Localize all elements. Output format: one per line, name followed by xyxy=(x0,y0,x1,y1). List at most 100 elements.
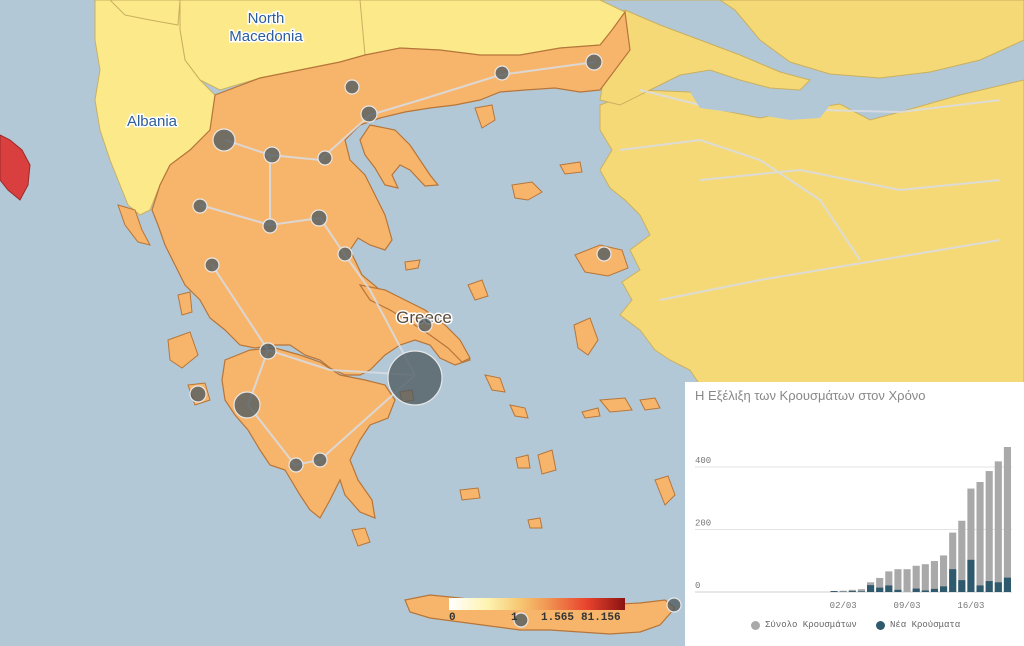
bar-total-cases[interactable] xyxy=(930,561,938,592)
legend-new-dot xyxy=(876,620,885,630)
island-paros xyxy=(515,454,531,469)
bar-new-cases[interactable] xyxy=(867,585,875,592)
region-peloponnese xyxy=(221,347,396,519)
island-corfu xyxy=(117,204,151,246)
label-north-macedonia-line1: North xyxy=(248,10,285,27)
bubble-preveza[interactable] xyxy=(204,257,220,273)
bar-new-cases[interactable] xyxy=(885,585,893,592)
bar-new-cases[interactable] xyxy=(857,591,865,592)
bar-total-cases[interactable] xyxy=(940,555,948,592)
color-scale-legend: 0 1 1.565 81.156 xyxy=(449,598,627,628)
region-greece-mainland xyxy=(151,10,631,376)
bar-new-cases[interactable] xyxy=(967,559,975,592)
bubble-larisa[interactable] xyxy=(310,209,328,227)
bar-total-cases[interactable] xyxy=(994,461,1002,592)
bar-total-cases[interactable] xyxy=(921,564,929,592)
bar-new-cases[interactable] xyxy=(994,582,1002,592)
bar-total-cases[interactable] xyxy=(894,569,902,592)
legend-tick-1: 1 xyxy=(511,612,518,624)
bubble-laconia[interactable] xyxy=(312,452,328,468)
legend-new-cases[interactable]: Νέα Κρούσματα xyxy=(876,620,960,630)
y-tick-label: 400 xyxy=(695,456,711,466)
bar-total-cases[interactable] xyxy=(885,571,893,592)
bar-total-cases[interactable] xyxy=(985,471,993,592)
bar-total-cases[interactable] xyxy=(848,589,856,592)
legend-tick-2: 1.565 xyxy=(541,612,575,624)
bubble-pieria[interactable] xyxy=(317,150,333,166)
island-naxos xyxy=(537,449,557,475)
bubble-thessaloniki[interactable] xyxy=(360,105,378,123)
bar-new-cases[interactable] xyxy=(985,581,993,592)
island-tinos xyxy=(509,404,529,419)
bar-new-cases[interactable] xyxy=(1003,577,1011,592)
bar-new-cases[interactable] xyxy=(949,569,957,592)
region-anatolia xyxy=(599,79,1024,386)
bar-total-cases[interactable] xyxy=(1003,447,1011,592)
island-andros xyxy=(484,374,506,393)
bubble-zakynthos[interactable] xyxy=(189,385,207,403)
legend-total-cases[interactable]: Σύνολο Κρουσμάτων xyxy=(751,620,857,630)
region-chalkidiki xyxy=(359,124,440,189)
bubble-kozani[interactable] xyxy=(263,146,281,164)
legend-total-dot xyxy=(751,620,760,630)
color-scale-bar xyxy=(449,598,625,610)
bar-total-cases[interactable] xyxy=(857,589,865,592)
bar-new-cases[interactable] xyxy=(894,589,902,592)
bar-new-cases[interactable] xyxy=(940,586,948,592)
bubble-ioannina[interactable] xyxy=(192,198,208,214)
region-turkey xyxy=(600,0,1024,79)
bar-total-cases[interactable] xyxy=(903,569,911,592)
cases-chart-panel: Η Εξέλιξη των Κρουσμάτων στον Χρόνο 0 200… xyxy=(685,382,1024,646)
bubble-rhodes[interactable] xyxy=(666,597,682,613)
bar-total-cases[interactable] xyxy=(876,577,884,592)
island-santorini xyxy=(527,517,543,529)
bubble-kastoria[interactable] xyxy=(212,128,236,152)
island-kythira xyxy=(351,527,371,547)
island-rhodes xyxy=(654,475,676,506)
x-tick-label: 02/03 xyxy=(830,601,857,611)
bar-total-cases[interactable] xyxy=(949,532,957,592)
chart-title: Η Εξέλιξη των Κρουσμάτων στον Χρόνο xyxy=(695,388,926,403)
bubble-serres[interactable] xyxy=(344,79,360,95)
region-albania xyxy=(94,0,216,216)
bar-total-cases[interactable] xyxy=(976,482,984,592)
bar-new-cases[interactable] xyxy=(912,588,920,592)
island-skyros xyxy=(467,279,489,301)
island-lefkada xyxy=(177,291,193,316)
bar-total-cases[interactable] xyxy=(839,590,847,592)
bar-total-cases[interactable] xyxy=(967,488,975,592)
island-samos xyxy=(598,397,633,413)
islands xyxy=(117,104,676,547)
x-tick-label: 16/03 xyxy=(957,601,984,611)
region-evia xyxy=(358,284,471,363)
bubble-aitoloakarnania[interactable] xyxy=(259,342,277,360)
bubble-heraklion[interactable] xyxy=(513,612,529,628)
bubble-trikala[interactable] xyxy=(262,218,278,234)
bar-new-cases[interactable] xyxy=(976,585,984,592)
bar-new-cases[interactable] xyxy=(958,580,966,592)
bar-new-cases[interactable] xyxy=(876,587,884,592)
bubble-drama[interactable] xyxy=(494,65,510,81)
y-tick-label: 200 xyxy=(695,519,711,529)
bubble-messinia[interactable] xyxy=(288,457,304,473)
bar-total-cases[interactable] xyxy=(912,565,920,592)
bubble-evia[interactable] xyxy=(417,317,433,333)
bubble-lesvos[interactable] xyxy=(596,246,612,262)
bar-new-cases[interactable] xyxy=(921,590,929,592)
bar-new-cases[interactable] xyxy=(830,591,838,592)
region-serbia xyxy=(109,0,181,26)
legend-tick-0: 0 xyxy=(449,612,456,624)
label-north-macedonia-line2: Macedonia xyxy=(229,28,303,45)
cases-bar-chart: 0 200 400 02/03 09/03 16/03 xyxy=(695,447,1012,611)
bubble-attica[interactable] xyxy=(387,350,443,406)
bubble-evros[interactable] xyxy=(585,53,603,71)
bar-new-cases[interactable] xyxy=(848,591,856,592)
bar-total-cases[interactable] xyxy=(958,520,966,592)
island-skiathos xyxy=(404,259,421,271)
bar-new-cases[interactable] xyxy=(930,588,938,592)
bubble-magnesia[interactable] xyxy=(337,246,353,262)
island-chios xyxy=(573,317,599,356)
bubble-achaia[interactable] xyxy=(233,391,261,419)
island-kos xyxy=(639,397,661,411)
